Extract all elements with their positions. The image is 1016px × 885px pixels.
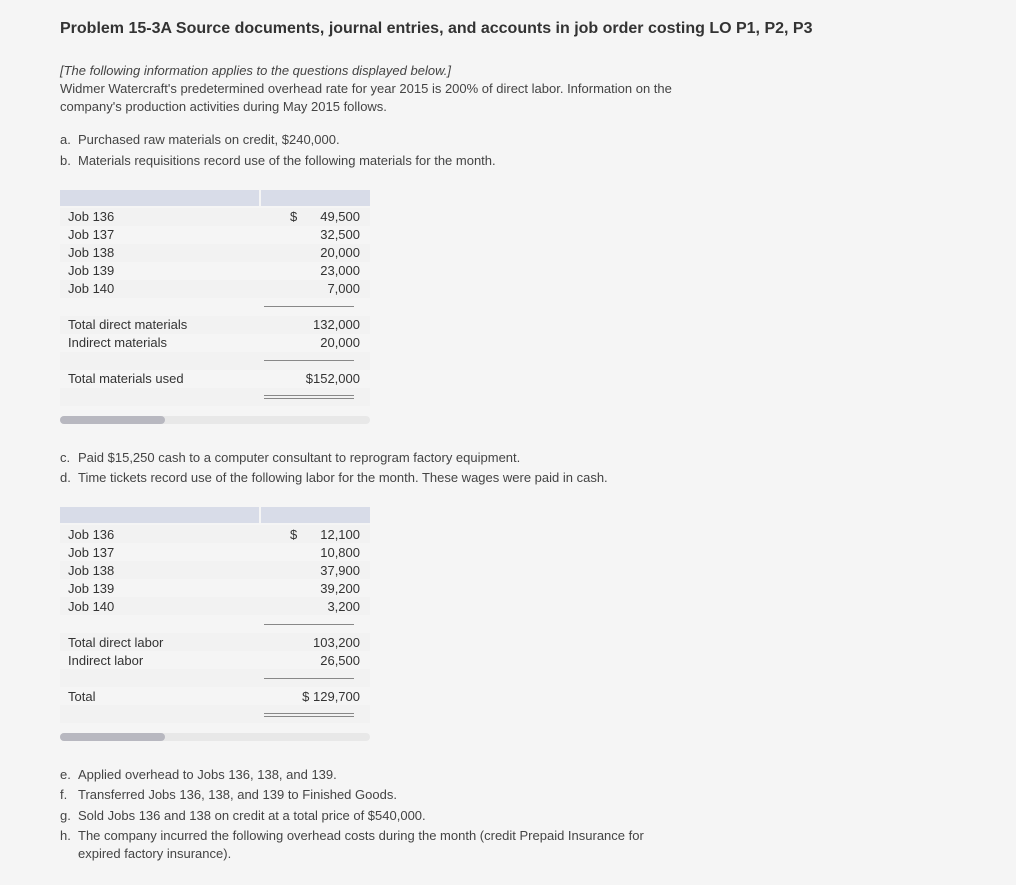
table-row: Job 139 23,000 [60, 262, 370, 280]
row-label: Job 137 [60, 227, 260, 242]
row-label: Job 138 [60, 245, 260, 260]
list-item-e: e. Applied overhead to Jobs 136, 138, an… [60, 766, 956, 784]
list-text-f: Transferred Jobs 136, 138, and 139 to Fi… [78, 786, 956, 804]
row-label: Job 137 [60, 545, 260, 560]
row-value: 10,800 [320, 545, 360, 560]
dollar-sign: $ [260, 209, 297, 224]
table-row: Job 139 39,200 [60, 579, 370, 597]
intro-text: Widmer Watercraft's predetermined overhe… [60, 80, 956, 116]
list-letter-a: a. [60, 131, 78, 149]
row-label: Job 139 [60, 263, 260, 278]
spacer [60, 388, 370, 406]
row-value: 7,000 [327, 281, 360, 296]
labor-header-bar [60, 507, 370, 523]
spacer [60, 669, 370, 687]
list-item-b: b. Materials requisitions record use of … [60, 152, 956, 170]
indirect-label: Indirect materials [60, 335, 260, 350]
row-label: Job 136 [60, 209, 260, 224]
list-letter-g: g. [60, 807, 78, 825]
spacer [60, 298, 370, 316]
row-label: Job 140 [60, 599, 260, 614]
indirect-value: 20,000 [320, 335, 360, 350]
table-row: Indirect labor 26,500 [60, 651, 370, 669]
table-row: Total direct labor 103,200 [60, 633, 370, 651]
table-row-total: Total $ 129,700 [60, 687, 370, 705]
table-row-total: Total materials used $152,000 [60, 370, 370, 388]
problem-title: Problem 15-3A Source documents, journal … [60, 20, 956, 38]
list-item-g: g. Sold Jobs 136 and 138 on credit at a … [60, 807, 956, 825]
intro-line2: company's production activities during M… [60, 99, 387, 114]
table-row: Total direct materials 132,000 [60, 316, 370, 334]
list-item-c: c. Paid $15,250 cash to a computer consu… [60, 449, 956, 467]
row-value: 20,000 [320, 245, 360, 260]
list-letter-d: d. [60, 469, 78, 487]
row-value: 32,500 [320, 227, 360, 242]
subtotal-label: Total direct labor [60, 635, 260, 650]
list-letter-f: f. [60, 786, 78, 804]
subtotal-label: Total direct materials [60, 317, 260, 332]
labor-table: Job 136 $12,100 Job 137 10,800 Job 138 3… [60, 507, 370, 723]
total-value: $ 129,700 [302, 689, 360, 704]
table-row: Indirect materials 20,000 [60, 334, 370, 352]
intro-italic: [The following information applies to th… [60, 63, 956, 78]
list-letter-e: e. [60, 766, 78, 784]
table-row: Job 140 7,000 [60, 280, 370, 298]
scrollbar-thumb[interactable] [60, 416, 165, 424]
row-label: Job 136 [60, 527, 260, 542]
total-label: Total materials used [60, 371, 260, 386]
item-h-line2: expired factory insurance). [78, 846, 231, 861]
table-row: Job 140 3,200 [60, 597, 370, 615]
spacer [60, 352, 370, 370]
total-label: Total [60, 689, 260, 704]
table-row: Job 136 $49,500 [60, 208, 370, 226]
table-row: Job 137 32,500 [60, 226, 370, 244]
list-text-e: Applied overhead to Jobs 136, 138, and 1… [78, 766, 956, 784]
indirect-value: 26,500 [320, 653, 360, 668]
spacer [60, 615, 370, 633]
row-value: 23,000 [320, 263, 360, 278]
row-value: 39,200 [320, 581, 360, 596]
list-text-d: Time tickets record use of the following… [78, 469, 956, 487]
list-text-c: Paid $15,250 cash to a computer consulta… [78, 449, 956, 467]
list-letter-c: c. [60, 449, 78, 467]
row-value: 3,200 [327, 599, 360, 614]
list-item-d: d. Time tickets record use of the follow… [60, 469, 956, 487]
spacer [60, 705, 370, 723]
materials-header-bar [60, 190, 370, 206]
list-text-g: Sold Jobs 136 and 138 on credit at a tot… [78, 807, 956, 825]
list-item-f: f. Transferred Jobs 136, 138, and 139 to… [60, 786, 956, 804]
row-value: 37,900 [320, 563, 360, 578]
scrollbar-thumb[interactable] [60, 733, 165, 741]
list-item-a: a. Purchased raw materials on credit, $2… [60, 131, 956, 149]
list-text-a: Purchased raw materials on credit, $240,… [78, 131, 956, 149]
row-value: 49,500 [320, 209, 360, 224]
row-label: Job 139 [60, 581, 260, 596]
list-text-h: The company incurred the following overh… [78, 827, 956, 863]
total-value: $152,000 [306, 371, 360, 386]
intro-line1: Widmer Watercraft's predetermined overhe… [60, 81, 672, 96]
row-value: 12,100 [320, 527, 360, 542]
row-label: Job 138 [60, 563, 260, 578]
list-item-h: h. The company incurred the following ov… [60, 827, 956, 863]
dollar-sign: $ [260, 527, 297, 542]
subtotal-value: 132,000 [313, 317, 360, 332]
subtotal-value: 103,200 [313, 635, 360, 650]
item-h-line1: The company incurred the following overh… [78, 828, 644, 843]
list-letter-h: h. [60, 827, 78, 863]
table-row: Job 138 20,000 [60, 244, 370, 262]
materials-table: Job 136 $49,500 Job 137 32,500 Job 138 2… [60, 190, 370, 406]
scrollbar-track[interactable] [60, 733, 370, 741]
table-row: Job 136 $12,100 [60, 525, 370, 543]
indirect-label: Indirect labor [60, 653, 260, 668]
list-text-b: Materials requisitions record use of the… [78, 152, 956, 170]
scrollbar-track[interactable] [60, 416, 370, 424]
table-row: Job 137 10,800 [60, 543, 370, 561]
list-letter-b: b. [60, 152, 78, 170]
table-row: Job 138 37,900 [60, 561, 370, 579]
row-label: Job 140 [60, 281, 260, 296]
